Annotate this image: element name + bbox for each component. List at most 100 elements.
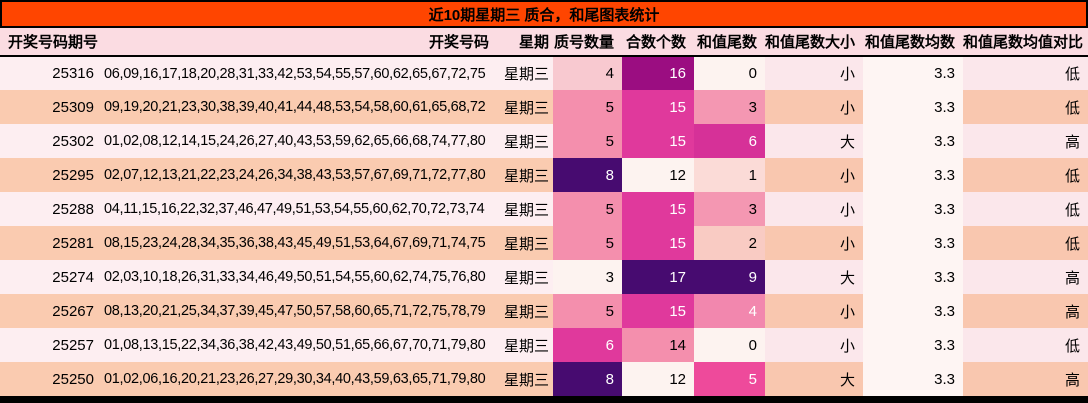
cell-issue: 25257 <box>0 328 100 362</box>
cell-sum-tail: 0 <box>694 56 765 90</box>
cell-tail-mean: 3.3 <box>863 260 963 294</box>
column-header-composite-count: 合数个数 <box>622 28 694 57</box>
cell-tail-vs-mean: 高 <box>963 260 1088 294</box>
cell-numbers: 08,15,23,24,28,34,35,36,38,43,45,49,51,5… <box>100 226 497 260</box>
cell-week: 星期三 <box>497 362 553 396</box>
bottom-border-bar <box>0 396 1088 403</box>
cell-numbers: 04,11,15,16,22,32,37,46,47,49,51,53,54,5… <box>100 192 497 226</box>
table-row: 25281 08,15,23,24,28,34,35,36,38,43,45,49… <box>0 226 1088 260</box>
cell-sum-tail: 6 <box>694 124 765 158</box>
cell-sum-tail: 3 <box>694 90 765 124</box>
cell-week: 星期三 <box>497 260 553 294</box>
table-title: 近10期星期三 质合，和尾图表统计 <box>0 0 1088 28</box>
cell-issue: 25316 <box>0 56 100 90</box>
cell-prime-count: 5 <box>553 124 622 158</box>
cell-prime-count: 5 <box>553 192 622 226</box>
cell-week: 星期三 <box>497 192 553 226</box>
header-row: 开奖号码期号 开奖号码 星期 质号数量 合数个数 和值尾数 和值尾数大小 和值尾数均数 和值尾数… <box>0 28 1088 57</box>
cell-tail-vs-mean: 高 <box>963 124 1088 158</box>
cell-numbers: 01,02,08,12,14,15,24,26,27,40,43,53,59,6… <box>100 124 497 158</box>
cell-prime-count: 3 <box>553 260 622 294</box>
cell-sum-tail: 4 <box>694 294 765 328</box>
cell-tail-vs-mean: 低 <box>963 328 1088 362</box>
cell-week: 星期三 <box>497 124 553 158</box>
cell-tail-size: 小 <box>765 56 863 90</box>
cell-tail-vs-mean: 低 <box>963 56 1088 90</box>
cell-prime-count: 4 <box>553 56 622 90</box>
cell-numbers: 09,19,20,21,23,30,38,39,40,41,44,48,53,5… <box>100 90 497 124</box>
cell-composite-count: 17 <box>622 260 694 294</box>
cell-sum-tail: 3 <box>694 192 765 226</box>
cell-prime-count: 6 <box>553 328 622 362</box>
cell-issue: 25309 <box>0 90 100 124</box>
cell-composite-count: 15 <box>622 90 694 124</box>
cell-composite-count: 15 <box>622 226 694 260</box>
cell-composite-count: 15 <box>622 192 694 226</box>
table-row: 25302 01,02,08,12,14,15,24,26,27,40,43,53… <box>0 124 1088 158</box>
cell-tail-vs-mean: 高 <box>963 362 1088 396</box>
cell-issue: 25267 <box>0 294 100 328</box>
cell-tail-vs-mean: 高 <box>963 294 1088 328</box>
cell-issue: 25274 <box>0 260 100 294</box>
cell-issue: 25250 <box>0 362 100 396</box>
cell-tail-size: 大 <box>765 362 863 396</box>
table-row: 25274 02,03,10,18,26,31,33,34,46,49,50,51… <box>0 260 1088 294</box>
cell-numbers: 02,03,10,18,26,31,33,34,46,49,50,51,54,5… <box>100 260 497 294</box>
column-header-numbers: 开奖号码 <box>100 28 497 57</box>
cell-tail-vs-mean: 低 <box>963 226 1088 260</box>
cell-tail-mean: 3.3 <box>863 362 963 396</box>
table-row: 25316 06,09,16,17,18,20,28,31,33,42,53,54… <box>0 56 1088 90</box>
cell-issue: 25281 <box>0 226 100 260</box>
table-row: 25295 02,07,12,13,21,22,23,24,26,34,38,43… <box>0 158 1088 192</box>
cell-numbers: 02,07,12,13,21,22,23,24,26,34,38,43,53,5… <box>100 158 497 192</box>
column-header-tail-size: 和值尾数大小 <box>765 28 863 57</box>
cell-numbers: 06,09,16,17,18,20,28,31,33,42,53,54,55,5… <box>100 56 497 90</box>
table-row: 25250 01,02,06,16,20,21,23,26,27,29,30,34… <box>0 362 1088 396</box>
cell-numbers: 08,13,20,21,25,34,37,39,45,47,50,57,58,6… <box>100 294 497 328</box>
cell-tail-size: 小 <box>765 294 863 328</box>
cell-tail-size: 小 <box>765 90 863 124</box>
cell-sum-tail: 9 <box>694 260 765 294</box>
table-row: 25309 09,19,20,21,23,30,38,39,40,41,44,48… <box>0 90 1088 124</box>
cell-tail-size: 小 <box>765 328 863 362</box>
cell-week: 星期三 <box>497 328 553 362</box>
cell-week: 星期三 <box>497 226 553 260</box>
cell-sum-tail: 1 <box>694 158 765 192</box>
column-header-tail-mean: 和值尾数均数 <box>863 28 963 57</box>
cell-prime-count: 5 <box>553 294 622 328</box>
cell-composite-count: 14 <box>622 328 694 362</box>
cell-sum-tail: 0 <box>694 328 765 362</box>
cell-composite-count: 15 <box>622 294 694 328</box>
cell-composite-count: 12 <box>622 158 694 192</box>
cell-tail-mean: 3.3 <box>863 90 963 124</box>
cell-week: 星期三 <box>497 56 553 90</box>
column-header-issue: 开奖号码期号 <box>0 28 100 57</box>
cell-composite-count: 12 <box>622 362 694 396</box>
cell-sum-tail: 2 <box>694 226 765 260</box>
cell-tail-mean: 3.3 <box>863 158 963 192</box>
cell-week: 星期三 <box>497 158 553 192</box>
cell-issue: 25295 <box>0 158 100 192</box>
cell-issue: 25302 <box>0 124 100 158</box>
cell-prime-count: 5 <box>553 226 622 260</box>
cell-tail-mean: 3.3 <box>863 226 963 260</box>
column-header-tail-vs-mean: 和值尾数均值对比 <box>963 28 1088 57</box>
cell-tail-mean: 3.3 <box>863 192 963 226</box>
cell-week: 星期三 <box>497 90 553 124</box>
cell-tail-size: 小 <box>765 158 863 192</box>
cell-tail-mean: 3.3 <box>863 56 963 90</box>
cell-composite-count: 15 <box>622 124 694 158</box>
cell-prime-count: 8 <box>553 158 622 192</box>
cell-tail-size: 小 <box>765 192 863 226</box>
cell-tail-size: 小 <box>765 226 863 260</box>
cell-issue: 25288 <box>0 192 100 226</box>
cell-tail-mean: 3.3 <box>863 328 963 362</box>
cell-sum-tail: 5 <box>694 362 765 396</box>
cell-tail-size: 大 <box>765 260 863 294</box>
stats-table: 开奖号码期号 开奖号码 星期 质号数量 合数个数 和值尾数 和值尾数大小 和值尾数均数 和值尾数… <box>0 28 1088 396</box>
cell-prime-count: 8 <box>553 362 622 396</box>
cell-numbers: 01,08,13,15,22,34,36,38,42,43,49,50,51,6… <box>100 328 497 362</box>
cell-week: 星期三 <box>497 294 553 328</box>
table-row: 25267 08,13,20,21,25,34,37,39,45,47,50,57… <box>0 294 1088 328</box>
cell-tail-mean: 3.3 <box>863 124 963 158</box>
